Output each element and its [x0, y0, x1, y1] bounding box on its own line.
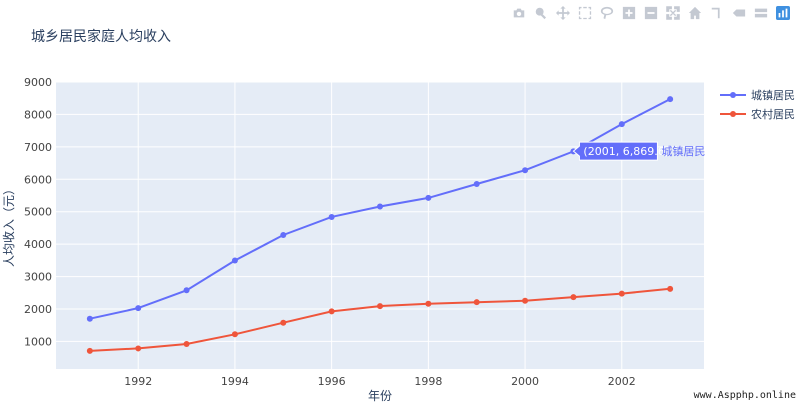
data-point[interactable] [618, 121, 625, 128]
data-point[interactable] [231, 331, 238, 338]
data-point[interactable] [522, 167, 529, 174]
y-tick-label: 3000 [24, 271, 52, 284]
data-point[interactable] [618, 290, 625, 297]
hover-label-series: 城镇居民 [661, 144, 705, 158]
data-point[interactable] [86, 315, 93, 322]
chart-title: 城乡居民家庭人均收入 [31, 28, 171, 45]
data-point[interactable] [377, 203, 383, 210]
data-point[interactable] [86, 347, 93, 354]
y-tick-label: 8000 [24, 108, 52, 121]
data-point[interactable] [280, 231, 287, 238]
lasso-icon[interactable] [598, 4, 616, 22]
data-point[interactable] [473, 299, 480, 306]
data-point[interactable] [183, 287, 190, 294]
x-tick-label: 1998 [414, 375, 442, 388]
y-tick-label: 1000 [24, 335, 52, 348]
legend-marker[interactable] [730, 92, 736, 98]
series-points [86, 96, 674, 354]
legend-item-label[interactable]: 农村居民 [751, 107, 795, 121]
x-tick-label: 1994 [221, 375, 249, 388]
data-point[interactable] [135, 305, 142, 312]
data-point[interactable] [135, 345, 142, 352]
data-point[interactable] [328, 213, 335, 220]
gridlines [56, 81, 704, 369]
y-axis-title: 人均收入（元） [2, 183, 16, 267]
x-tick-label: 1996 [318, 375, 346, 388]
data-point[interactable] [183, 340, 190, 347]
data-point[interactable] [667, 285, 674, 292]
data-point[interactable] [425, 300, 432, 307]
pan-icon[interactable] [554, 4, 572, 22]
y-tick-label: 5000 [24, 206, 52, 219]
legend-marker[interactable] [730, 111, 736, 117]
home-icon[interactable] [686, 4, 704, 22]
y-tick-label: 9000 [24, 76, 52, 89]
x-axis-ticks: 1992 1994 1996 1998 2000 2002 [124, 375, 636, 388]
camera-icon[interactable] [510, 4, 528, 22]
data-point[interactable] [570, 294, 577, 301]
zoom-icon[interactable] [532, 4, 550, 22]
hover-closest-icon[interactable] [730, 4, 748, 22]
data-point[interactable] [425, 194, 432, 201]
data-point[interactable] [280, 319, 287, 326]
data-point[interactable] [667, 96, 674, 103]
watermark-text: www.Aspphp.online [693, 390, 796, 401]
hover-compare-icon[interactable] [752, 4, 770, 22]
box-select-icon[interactable] [576, 4, 594, 22]
legend-item-label[interactable]: 城镇居民 [751, 88, 795, 102]
spike-lines-icon[interactable] [708, 4, 726, 22]
hover-label-box [572, 141, 658, 161]
y-axis-ticks: 1000 2000 3000 4000 5000 6000 7000 8000 9000 [24, 76, 52, 348]
data-point[interactable] [231, 257, 238, 264]
y-tick-label: 4000 [24, 238, 52, 251]
x-tick-label: 2002 [608, 375, 636, 388]
x-tick-label: 2000 [511, 375, 539, 388]
hover-tooltip: (2001, 6,869.6) 城镇居民 [572, 141, 705, 161]
data-point[interactable] [522, 297, 529, 304]
data-point[interactable] [377, 303, 383, 310]
data-point[interactable] [328, 308, 335, 315]
plotly-logo-icon[interactable] [774, 4, 792, 22]
zoom-in-icon[interactable] [620, 4, 638, 22]
plot-area[interactable] [56, 82, 704, 369]
data-point[interactable] [473, 181, 480, 188]
hover-label-value: (2001, 6,869.6) [583, 145, 669, 158]
autoscale-icon[interactable] [664, 4, 682, 22]
modebar-toolbar [506, 4, 792, 22]
x-tick-label: 1992 [124, 375, 152, 388]
y-tick-label: 6000 [24, 173, 52, 186]
zoom-out-icon[interactable] [642, 4, 660, 22]
y-tick-label: 2000 [24, 303, 52, 316]
x-axis-title: 年份 [368, 389, 392, 403]
y-tick-label: 7000 [24, 141, 52, 154]
